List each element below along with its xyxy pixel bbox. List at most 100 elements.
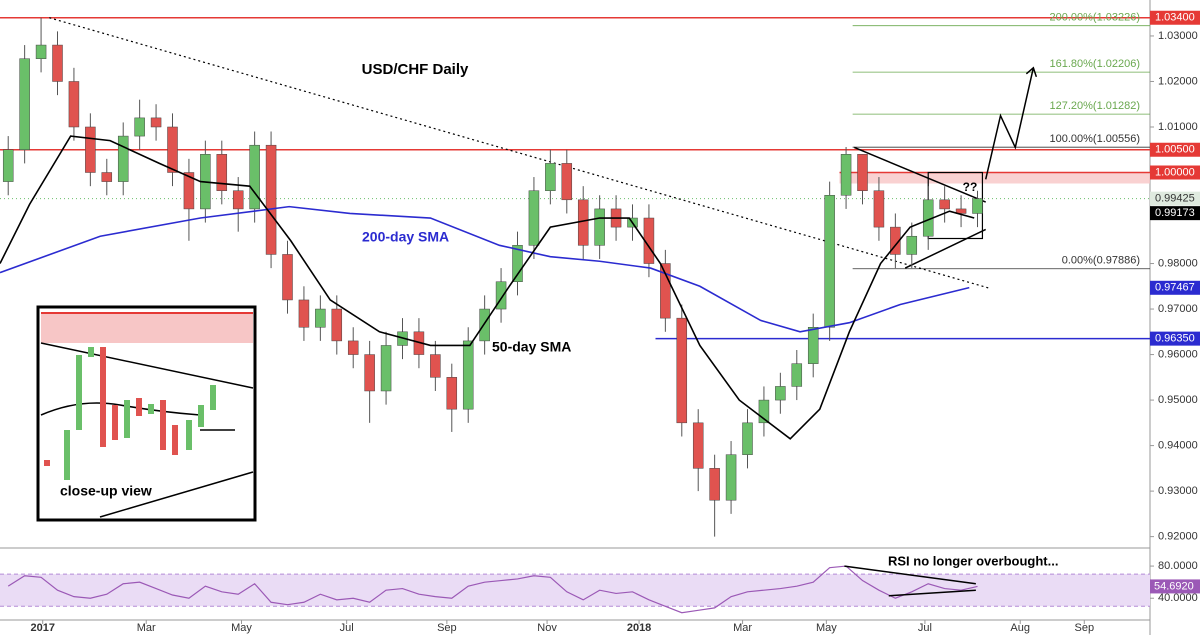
inset-candle: [44, 460, 50, 466]
candle-body: [315, 308, 326, 328]
y-tick-label: 1.01000: [1158, 121, 1198, 133]
inset-candle: [136, 398, 142, 416]
candle-body: [955, 208, 967, 214]
candle-body: [758, 399, 770, 424]
price-tag: [1150, 280, 1200, 295]
candle-body: [840, 154, 852, 196]
x-tick-label: Sep: [1074, 622, 1094, 634]
price-tag: [1150, 206, 1200, 221]
candle-body: [117, 135, 129, 182]
x-tick-label: Jul: [918, 622, 932, 634]
candle-body: [298, 299, 310, 328]
candle-body: [495, 281, 507, 310]
inset-candle: [186, 420, 192, 450]
fib-label: 200.00%(1.03226): [1049, 12, 1140, 24]
inset-band: [41, 313, 253, 343]
inset-candle: [198, 405, 204, 427]
inset-candle: [210, 385, 216, 410]
x-tick-label: May: [231, 622, 252, 634]
candle-body: [2, 149, 14, 182]
inset-candle: [112, 405, 118, 440]
candle-body: [331, 308, 343, 342]
candle-body: [85, 126, 96, 173]
candle-body: [890, 226, 901, 255]
projection-arrow: [984, 67, 1035, 180]
candle-body: [692, 422, 704, 469]
annotation: ??: [963, 180, 978, 194]
candle-body: [364, 354, 375, 392]
candle-body: [19, 58, 30, 150]
x-tick-label: Mar: [733, 622, 752, 634]
rsi-note: RSI no longer overbought...: [888, 553, 1058, 568]
candle-body: [594, 208, 605, 246]
sma-line: [0, 205, 970, 333]
candle-body: [824, 195, 835, 328]
sma-label: 50-day SMA: [492, 339, 571, 355]
candle-body: [807, 327, 819, 364]
inset-trend: [40, 342, 254, 389]
candle-body: [183, 172, 195, 210]
candle-body: [561, 163, 573, 201]
inset-candle: [160, 400, 166, 450]
price-tag-label: 0.97467: [1155, 282, 1195, 294]
candle-body: [939, 199, 950, 210]
sma-label: 200-day SMA: [362, 229, 449, 245]
rsi-tag: [1150, 579, 1200, 594]
arrow-head: [1025, 66, 1038, 78]
candle-body: [873, 190, 885, 228]
y-tick-label: 1.03000: [1158, 30, 1198, 42]
x-tick-label: Mar: [137, 622, 156, 634]
y-tick-label: 0.92000: [1158, 531, 1198, 543]
inset-candle: [88, 347, 94, 357]
price-tag-label: 0.99173: [1155, 207, 1195, 219]
price-tag-label: 0.99425: [1155, 193, 1195, 205]
candle-body: [446, 377, 458, 410]
sma-line: [0, 135, 975, 440]
inset-candle: [100, 347, 106, 447]
candle-body: [742, 422, 753, 455]
y-tick-label: 0.95000: [1158, 394, 1198, 406]
trendline: [853, 146, 987, 203]
candle-body: [545, 163, 556, 191]
x-tick-label: Jul: [340, 622, 354, 634]
inset-candle: [172, 425, 178, 455]
fib-label: 0.00%(0.97886): [1062, 255, 1140, 267]
candle-body: [167, 126, 178, 173]
y-tick-label: 0.97000: [1158, 303, 1198, 315]
price-tag: [1150, 165, 1200, 180]
y-tick-label: 0.93000: [1158, 485, 1198, 497]
candle-body: [380, 345, 392, 392]
candle-body: [347, 340, 359, 355]
price-tag: [1150, 191, 1200, 206]
y-tick-label: 0.96000: [1158, 348, 1198, 360]
candle-body: [265, 144, 277, 255]
fib-label: 161.80%(1.02206): [1049, 58, 1140, 70]
candle-body: [35, 44, 47, 59]
candle-body: [479, 308, 490, 342]
fib-label: 100.00%(1.00556): [1049, 133, 1140, 145]
inset-trend: [99, 471, 254, 518]
price-tag-label: 1.03400: [1155, 12, 1195, 24]
y-tick-label: 0.94000: [1158, 439, 1198, 451]
candle-body: [282, 254, 293, 301]
candle-body: [232, 190, 244, 210]
candle-body: [676, 317, 688, 424]
x-tick-label: Aug: [1010, 622, 1030, 634]
rsi-tag-label: 54.6920: [1154, 580, 1194, 592]
candle-body: [249, 144, 260, 210]
candle-body: [150, 117, 162, 128]
candle-body: [791, 363, 803, 387]
price-tag-label: 0.96350: [1155, 333, 1195, 345]
candle-body: [906, 235, 918, 255]
candle-body: [775, 386, 786, 401]
candle-body: [660, 263, 671, 319]
price-tag: [1150, 142, 1200, 157]
trendline: [904, 228, 987, 269]
x-tick-label: 2018: [627, 622, 651, 634]
rsi-trendline: [888, 589, 976, 597]
candle-body: [101, 172, 113, 182]
fib-label: 127.20%(1.01282): [1049, 100, 1140, 112]
inset-label: close-up view: [60, 483, 152, 499]
x-tick-label: Sep: [437, 622, 457, 634]
candle-body: [216, 154, 228, 191]
